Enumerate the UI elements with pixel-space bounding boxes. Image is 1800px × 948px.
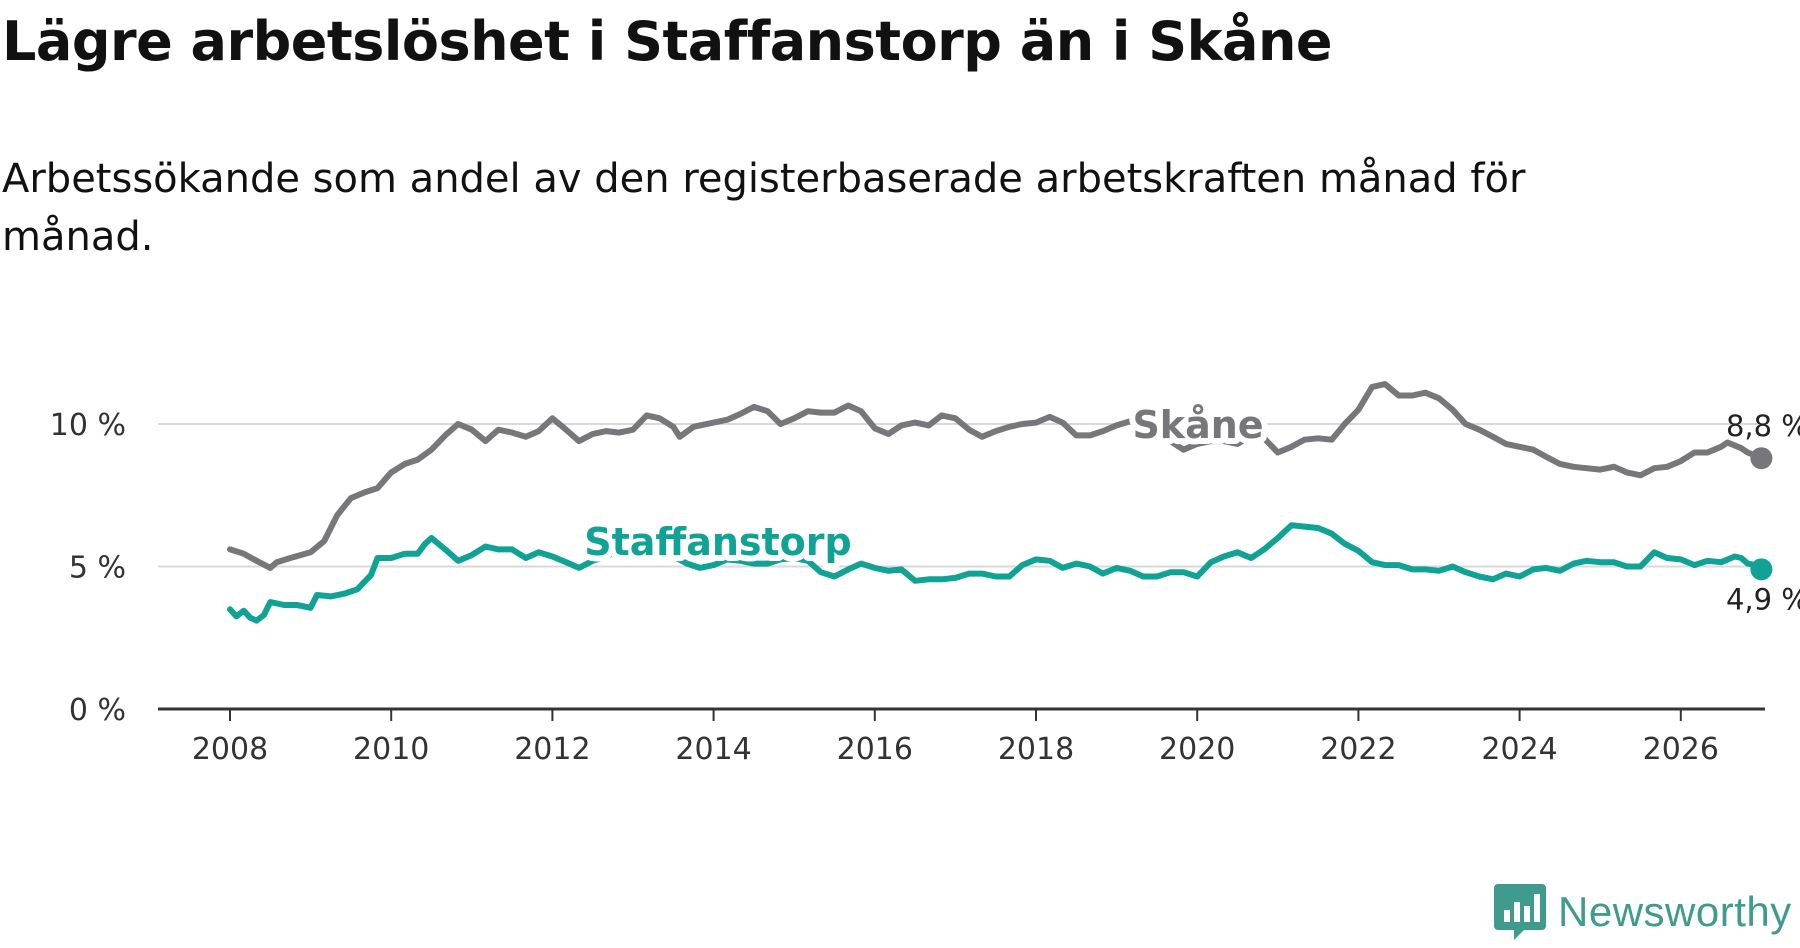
series-label-skåne: Skåne xyxy=(1132,403,1263,447)
newsworthy-logo-icon xyxy=(1494,884,1546,940)
x-tick-label: 2014 xyxy=(675,732,751,767)
chart-title: Lägre arbetslöshet i Staffanstorp än i S… xyxy=(2,10,1333,73)
y-tick-label: 5 % xyxy=(69,551,126,586)
series-end-point-skåne xyxy=(1750,447,1773,470)
y-tick-label: 10 % xyxy=(50,408,126,443)
newsworthy-logo: Newsworthy xyxy=(1494,884,1794,944)
series-label-halo-staffanstorp: Staffanstorp xyxy=(584,520,851,564)
end-value-label-staffanstorp: 4,9 % xyxy=(1726,582,1800,616)
x-tick-label: 2012 xyxy=(514,732,590,767)
x-tick-label: 2018 xyxy=(998,732,1074,767)
y-tick-label: 0 % xyxy=(69,693,126,728)
x-tick-label: 2010 xyxy=(353,732,429,767)
series-line-skåne xyxy=(227,381,1765,571)
series-end-point-staffanstorp xyxy=(1750,558,1773,581)
chart-subtitle: Arbetssökande som andel av den registerb… xyxy=(2,156,1526,260)
x-tick-label: 2024 xyxy=(1481,732,1557,767)
end-value-label-skåne: 8,8 % xyxy=(1726,409,1800,443)
series-label-halo-skåne: Skåne xyxy=(1132,403,1263,447)
x-tick-label: 2022 xyxy=(1320,732,1396,767)
x-tick-label: 2008 xyxy=(192,732,268,767)
x-tick-label: 2016 xyxy=(837,732,913,767)
series-label-staffanstorp: Staffanstorp xyxy=(584,520,851,564)
x-tick-label: 2026 xyxy=(1643,732,1719,767)
series-line-staffanstorp xyxy=(227,522,1765,624)
x-tick-label: 2020 xyxy=(1159,732,1235,767)
newsworthy-logo-text: Newsworthy xyxy=(1558,888,1792,935)
